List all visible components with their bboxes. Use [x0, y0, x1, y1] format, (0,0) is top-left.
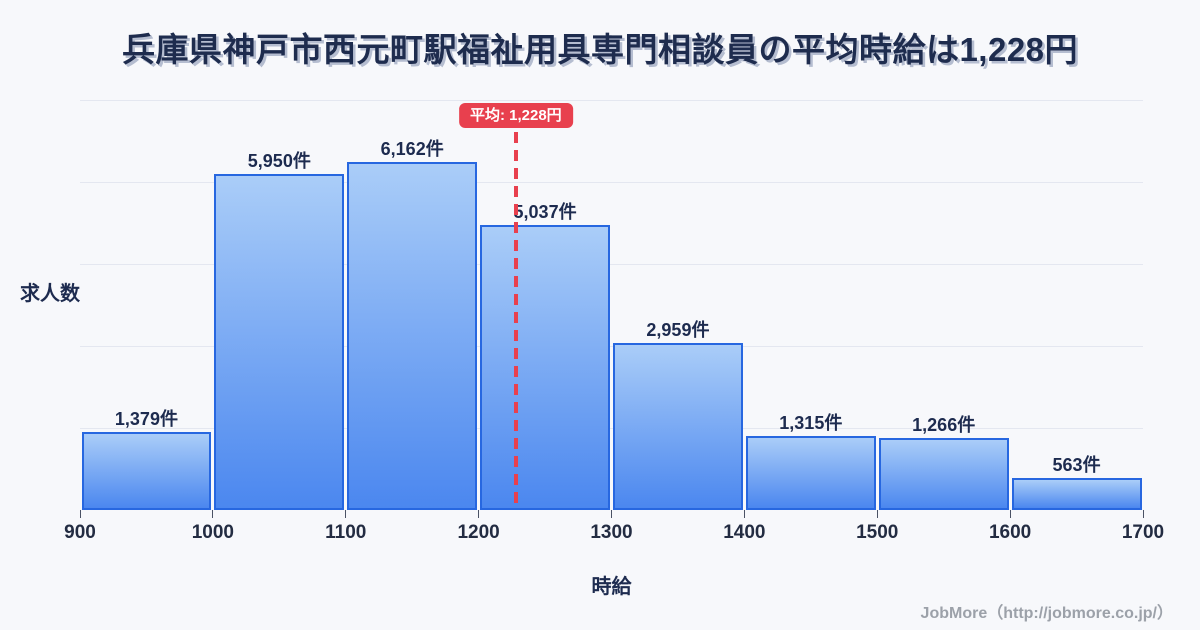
- x-axis-tick: [79, 510, 81, 518]
- x-axis-tick-label: 1200: [457, 522, 500, 543]
- x-axis-tick-label: 1400: [723, 522, 766, 543]
- x-axis-tick: [743, 510, 745, 518]
- x-axis-tick: [345, 510, 347, 518]
- bar-value-label: 1,315件: [779, 412, 843, 433]
- plot-area: 平均: 1,228円 1,379件 5,950件 6,162件 5,037件 2,959…: [64, 100, 1164, 543]
- x-axis-tick: [876, 510, 878, 518]
- histogram-bar: [347, 161, 478, 510]
- gridline: [80, 428, 1143, 429]
- gridline: [80, 346, 1143, 347]
- x-axis-label: 時給: [591, 576, 632, 598]
- histogram-bar: [745, 435, 876, 510]
- x-axis-tick-label: 1700: [1121, 522, 1165, 543]
- bar-value-label: 1,266件: [912, 415, 976, 436]
- histogram-bar: [1011, 478, 1142, 510]
- x-axis-tick: [611, 510, 612, 518]
- bar-value-label: 5,037件: [513, 202, 577, 223]
- x-axis-tick: [478, 510, 480, 518]
- histogram-bar: [613, 342, 743, 510]
- bar-value-label: 1,379件: [114, 409, 178, 429]
- gridline: [80, 182, 1143, 183]
- histogram-bar: [480, 225, 610, 510]
- gridline: [80, 264, 1143, 265]
- bar-value-label: 563件: [1052, 455, 1101, 476]
- histogram-bar: [878, 438, 1009, 510]
- average-line: [513, 132, 518, 510]
- histogram-bar: [81, 432, 212, 510]
- bar-value-label: 6,162件: [380, 138, 444, 159]
- gridline: [80, 100, 1143, 101]
- average-badge: 平均: 1,228円: [458, 103, 573, 128]
- x-axis-tick: [212, 510, 214, 518]
- y-axis-label: 求人数: [20, 283, 80, 305]
- x-axis-tick-label: 1600: [988, 522, 1032, 543]
- x-axis-tick: [1142, 510, 1144, 518]
- footer-credit: JobMore（http://jobmore.co.jp/）: [920, 605, 1173, 622]
- x-axis-tick-label: 1500: [856, 522, 899, 543]
- bar-value-label: 2,959件: [646, 319, 710, 340]
- x-axis-tick-label: 900: [64, 522, 96, 543]
- x-axis-tick: [1009, 510, 1011, 518]
- x-axis-tick-label: 1300: [590, 522, 633, 543]
- histogram-bar: [214, 173, 345, 510]
- chart-title: 兵庫県神戸市西元町駅福祉用具専門相談員の平均時給は1,228円: [121, 31, 1079, 68]
- bar-value-label: 5,950件: [247, 150, 311, 171]
- x-axis-tick-label: 1100: [325, 522, 367, 543]
- x-axis-tick-label: 1000: [191, 522, 235, 543]
